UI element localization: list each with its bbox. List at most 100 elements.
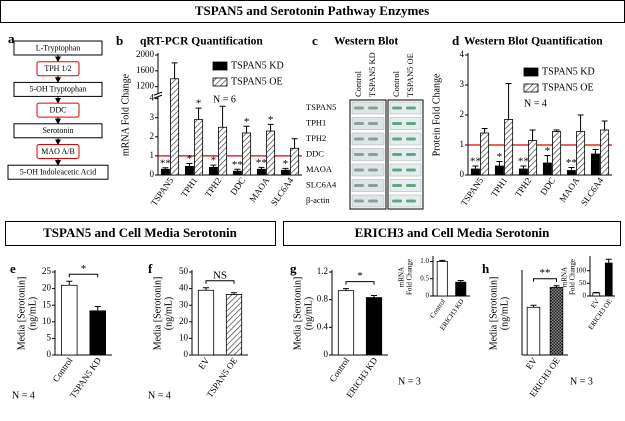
sample-size: N = 3	[570, 376, 593, 387]
significance: *	[244, 116, 250, 128]
y-tick-label: 0	[460, 169, 465, 179]
x-tick-label: Control	[51, 355, 75, 384]
bar	[604, 262, 613, 297]
sample-size: N = 4	[148, 390, 171, 401]
bar	[89, 310, 106, 356]
significance-bracket	[205, 280, 235, 284]
blot-band	[406, 184, 416, 187]
panel-letter: d	[452, 33, 460, 48]
y-axis-label: mRNA	[398, 267, 406, 287]
y-tick-label: 2	[460, 109, 465, 119]
y-tick-label: 15	[42, 299, 52, 309]
blot-band	[354, 122, 364, 125]
error-bar	[601, 120, 608, 130]
x-tick-label: EV	[196, 355, 211, 371]
y-tick-label: 4	[150, 93, 155, 103]
y-tick-label: 30	[179, 299, 189, 309]
y-tick-label: 0	[47, 349, 52, 359]
y-axis-label: mRNA Fold Change	[120, 73, 131, 156]
error-bar	[231, 292, 237, 295]
panel-letter: b	[116, 33, 123, 48]
error-bar	[66, 280, 73, 286]
significance: **	[470, 156, 481, 168]
bar	[518, 168, 528, 176]
legend-label: TSPAN5 KD	[231, 60, 284, 71]
error-bar	[529, 129, 536, 141]
y-tick-label: 10	[42, 316, 52, 326]
bar	[576, 131, 586, 176]
error-bar	[592, 149, 599, 154]
bar	[280, 169, 290, 176]
x-tick-label: DDC	[538, 176, 557, 197]
y-tick-label: 100	[576, 266, 587, 274]
blot-band	[368, 153, 378, 156]
sample-size: N = 4	[524, 98, 547, 109]
bar	[436, 261, 448, 297]
error-bar	[577, 114, 584, 132]
y-axis-label: Fold Change	[569, 259, 577, 295]
legend-label: TSPAN5 OE	[542, 82, 594, 93]
protein-label: MAOA	[306, 164, 333, 174]
blot-band	[368, 106, 378, 110]
y-axis-label: (ng/mL)	[163, 297, 174, 330]
error-bar	[291, 138, 298, 149]
y-axis-label: Fold Change	[406, 259, 414, 295]
error-bar	[203, 287, 209, 291]
sample-size: N = 4	[12, 390, 35, 401]
blot-strip	[389, 179, 422, 192]
legend-swatch	[212, 61, 228, 71]
lane-label: TSPAN5 KD	[367, 52, 377, 97]
bar	[61, 284, 78, 356]
blot-band	[406, 168, 416, 172]
y-tick-label: 2	[150, 131, 155, 141]
error-bar	[496, 161, 503, 166]
significance: **	[160, 157, 171, 169]
bar	[549, 286, 564, 356]
panel-letter: c	[312, 33, 318, 48]
bar	[160, 168, 170, 176]
y-tick-label: 50	[579, 279, 587, 287]
protein-label: TPH1	[306, 117, 326, 127]
error-bar	[505, 83, 512, 120]
section-box	[5, 221, 276, 246]
bar	[225, 294, 243, 356]
blot-band	[368, 168, 378, 172]
axis-break	[154, 93, 162, 97]
error-bar	[195, 107, 202, 120]
blot-band	[368, 137, 378, 141]
error-bar	[544, 155, 551, 163]
error-bar	[171, 62, 178, 79]
x-tick-label: MAOA	[247, 175, 271, 204]
blot-band	[392, 137, 402, 141]
y-tick-label: 1	[150, 150, 155, 160]
blot-band	[392, 199, 402, 203]
bar	[337, 290, 355, 356]
bar	[194, 119, 204, 176]
legend-label: TSPAN5 KD	[542, 66, 595, 77]
y-tick-label: 0	[583, 292, 587, 300]
x-tick-label: MAOA	[557, 175, 581, 204]
blot-band	[354, 137, 364, 141]
legend-swatch	[523, 67, 539, 77]
bar	[566, 170, 576, 176]
y-tick-label: 0.5	[420, 274, 429, 282]
significance: **	[566, 157, 577, 169]
y-axis-label: Media [Serotonin]	[152, 277, 163, 351]
error-bar	[593, 291, 600, 293]
pathway-node: DDC	[50, 105, 67, 114]
blot-strip	[389, 117, 422, 130]
x-tick-label: DDC	[228, 176, 247, 197]
bar	[528, 140, 538, 176]
blot-band	[406, 137, 416, 141]
error-bar	[481, 128, 488, 133]
bar	[170, 78, 180, 176]
pathway-node: TPH 1/2	[44, 64, 71, 73]
y-tick-label: 0	[184, 349, 189, 359]
bar	[256, 168, 266, 176]
x-tick-label: Control	[327, 355, 351, 384]
y-axis-label: (ng/mL)	[303, 297, 314, 330]
bar	[197, 289, 215, 356]
axis-break-mark	[153, 91, 163, 96]
metabolite-box	[7, 164, 109, 180]
blot-band	[354, 168, 364, 172]
